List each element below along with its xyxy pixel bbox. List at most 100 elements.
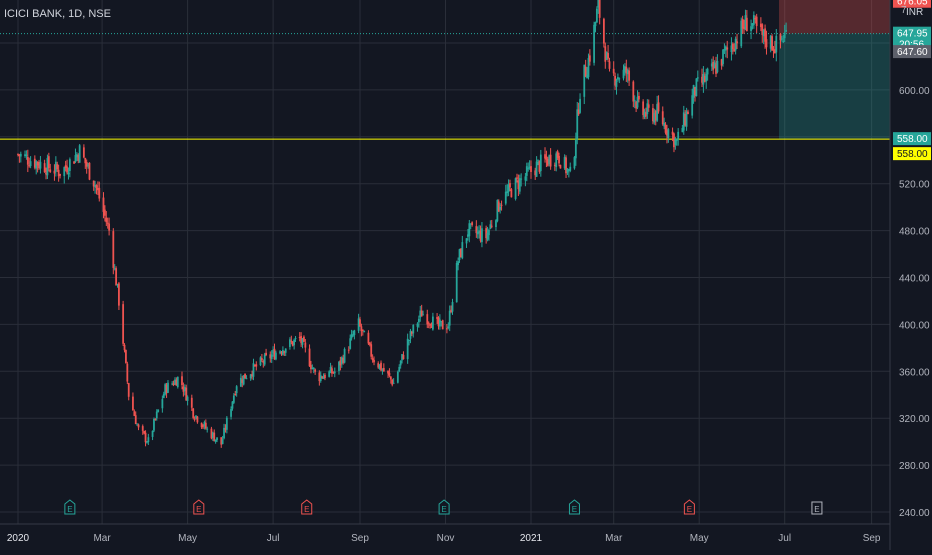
candle-down [368,342,371,345]
candle-up [161,399,164,409]
candle-down [300,336,303,344]
candle-up [322,376,325,379]
candle-up [203,422,206,427]
candle-down [172,383,175,386]
candle-up [289,339,291,347]
earnings-marker[interactable]: E [64,499,76,515]
candle-up [524,176,527,181]
candle-down [402,354,405,360]
earnings-marker[interactable]: E [683,499,695,515]
candle-down [26,156,29,165]
candle-down [743,26,745,30]
candle-up [734,38,737,51]
candle-up [555,153,558,167]
candle-down [98,187,101,199]
candle-up [528,166,531,168]
candle-up [702,74,705,85]
candle-down [664,124,667,133]
earnings-label: E [441,505,446,514]
candle-up [312,367,315,370]
candle-up [504,191,507,204]
y-tick-label: 520.00 [899,180,930,191]
candle-up [663,122,666,127]
candle-down [647,104,650,108]
candle-down [18,154,21,157]
candle-up [752,15,755,25]
candle-up [643,111,646,118]
candle-down [558,155,560,164]
candle-up [605,52,608,60]
earnings-marker[interactable]: E [193,499,205,515]
candle-down [359,319,361,326]
candle-down [182,386,185,392]
candle-down [132,396,134,411]
candle-up [232,395,235,403]
candle-down [53,170,56,174]
x-tick-label: Jul [267,533,280,544]
y-tick-label: 360.00 [899,367,930,378]
candle-down [701,76,703,83]
earnings-badge [568,499,580,515]
candle-up [682,112,685,131]
candle-down [612,68,615,74]
x-tick-label: Nov [437,533,455,544]
currency-label: INR [906,7,924,18]
candle-up [392,382,395,384]
candle-down [654,110,657,121]
candle-up [319,375,322,382]
candle-up [54,161,57,172]
candle-up [153,418,155,431]
candle-down [220,437,223,445]
candle-down [545,156,548,160]
candle-up [486,232,489,240]
candle-up [311,367,314,370]
candle-down [549,154,552,167]
candle-down [544,154,546,159]
candle-down [764,28,766,42]
candle-up [594,22,597,27]
candle-down [342,357,345,363]
candle-down [260,358,263,361]
candle-up [750,26,752,31]
candle-up [343,348,346,363]
earnings-marker[interactable]: E [438,499,450,515]
earnings-label: E [814,505,819,514]
candle-down [290,340,293,342]
candle-up [401,354,403,361]
candle-up [653,112,656,123]
candle-down [388,372,391,376]
earnings-marker[interactable]: E [568,499,580,515]
scale-settings-icon[interactable]: 7 [901,5,907,16]
candle-up [675,139,678,141]
candle-up [270,354,273,360]
candle-down [165,384,168,394]
earnings-marker[interactable]: E [811,501,823,515]
candle-up [239,377,242,387]
candle-up [164,384,167,395]
earnings-marker[interactable]: E [301,499,313,515]
candle-down [224,428,227,430]
earnings-badge [438,499,450,515]
candle-up [783,32,786,39]
candle-down [310,365,312,370]
candle-down [427,322,430,324]
candle-up [576,109,579,139]
candle-up [381,369,384,371]
candle-down [598,0,601,18]
candle-up [751,23,754,26]
candle-down [516,177,518,179]
candle-down [339,360,342,366]
candle-up [408,340,410,342]
earnings-badge [683,499,695,515]
candle-down [104,209,106,216]
candle-down [745,17,748,32]
candle-up [67,172,70,175]
candle-down [291,341,294,346]
earnings-label: E [67,505,72,514]
candle-down [269,354,272,359]
candle-up [706,68,709,75]
level-tag-lower: 558.00 [897,149,928,160]
